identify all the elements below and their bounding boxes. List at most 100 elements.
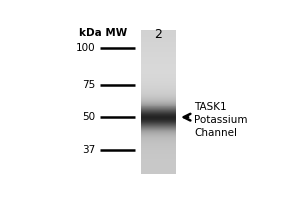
Bar [141, 131, 176, 132]
Bar [141, 47, 176, 48]
Bar [141, 100, 176, 101]
Bar [141, 92, 176, 93]
Bar [141, 34, 176, 35]
Bar [141, 36, 176, 37]
Bar [141, 64, 176, 65]
Bar [141, 148, 176, 149]
Bar [141, 75, 176, 76]
Bar [141, 115, 176, 116]
Bar [141, 168, 176, 169]
Bar [141, 141, 176, 142]
Bar [141, 85, 176, 86]
Bar [141, 95, 176, 96]
Bar [141, 152, 176, 153]
Bar [141, 85, 176, 86]
Bar [141, 121, 176, 122]
Bar [141, 132, 176, 133]
Bar [141, 95, 176, 96]
Bar [141, 79, 176, 80]
Bar [141, 136, 176, 137]
Bar [141, 70, 176, 71]
Bar [141, 105, 176, 106]
Bar [141, 70, 176, 71]
Bar [141, 89, 176, 90]
Bar [141, 109, 176, 110]
Bar [141, 123, 176, 124]
Bar [141, 43, 176, 44]
Text: Channel: Channel [194, 128, 237, 138]
Bar [141, 133, 176, 134]
Bar [141, 144, 176, 145]
Bar [141, 132, 176, 133]
Bar [141, 46, 176, 47]
Bar [141, 125, 176, 126]
Bar [141, 68, 176, 69]
Bar [141, 73, 176, 74]
Bar [141, 121, 176, 122]
Bar [141, 120, 176, 121]
Bar [141, 46, 176, 47]
Bar [141, 106, 176, 107]
Bar [141, 106, 176, 107]
Bar [141, 63, 176, 64]
Bar [141, 137, 176, 138]
Bar [141, 117, 176, 118]
Bar [141, 145, 176, 146]
Text: kDa MW: kDa MW [79, 28, 128, 38]
Bar [141, 124, 176, 125]
Bar [141, 144, 176, 145]
Bar [141, 58, 176, 59]
Bar [141, 162, 176, 163]
Bar [141, 166, 176, 167]
Bar [141, 157, 176, 158]
Bar [141, 126, 176, 127]
Bar [141, 59, 176, 60]
Bar [141, 172, 176, 173]
Bar [141, 52, 176, 53]
Bar [141, 135, 176, 136]
Bar [141, 99, 176, 100]
Bar [141, 87, 176, 88]
Bar [141, 112, 176, 113]
Bar [141, 119, 176, 120]
Bar [141, 97, 176, 98]
Bar [141, 49, 176, 50]
Bar [141, 133, 176, 134]
Bar [141, 34, 176, 35]
Bar [141, 130, 176, 131]
Bar [141, 56, 176, 57]
Bar [141, 169, 176, 170]
Bar [141, 84, 176, 85]
Bar [141, 134, 176, 135]
Bar [141, 35, 176, 36]
Text: 37: 37 [82, 145, 96, 155]
Bar [141, 81, 176, 82]
Bar [141, 116, 176, 117]
Bar [141, 120, 176, 121]
Bar [141, 45, 176, 46]
Bar [141, 67, 176, 68]
Bar [141, 97, 176, 98]
Bar [141, 156, 176, 157]
Bar [141, 150, 176, 151]
Bar [141, 153, 176, 154]
Bar [141, 109, 176, 110]
Bar [141, 167, 176, 168]
Bar [141, 107, 176, 108]
Bar [141, 41, 176, 42]
Bar [141, 65, 176, 66]
Bar [141, 171, 176, 172]
Bar [141, 37, 176, 38]
Text: 2: 2 [154, 28, 162, 41]
Bar [141, 104, 176, 105]
Bar [141, 131, 176, 132]
Bar [141, 96, 176, 97]
Bar [141, 31, 176, 32]
Bar [141, 94, 176, 95]
Bar [141, 143, 176, 144]
Bar [141, 170, 176, 171]
Bar [141, 122, 176, 123]
Bar [141, 61, 176, 62]
Bar [141, 82, 176, 83]
Bar [141, 50, 176, 51]
